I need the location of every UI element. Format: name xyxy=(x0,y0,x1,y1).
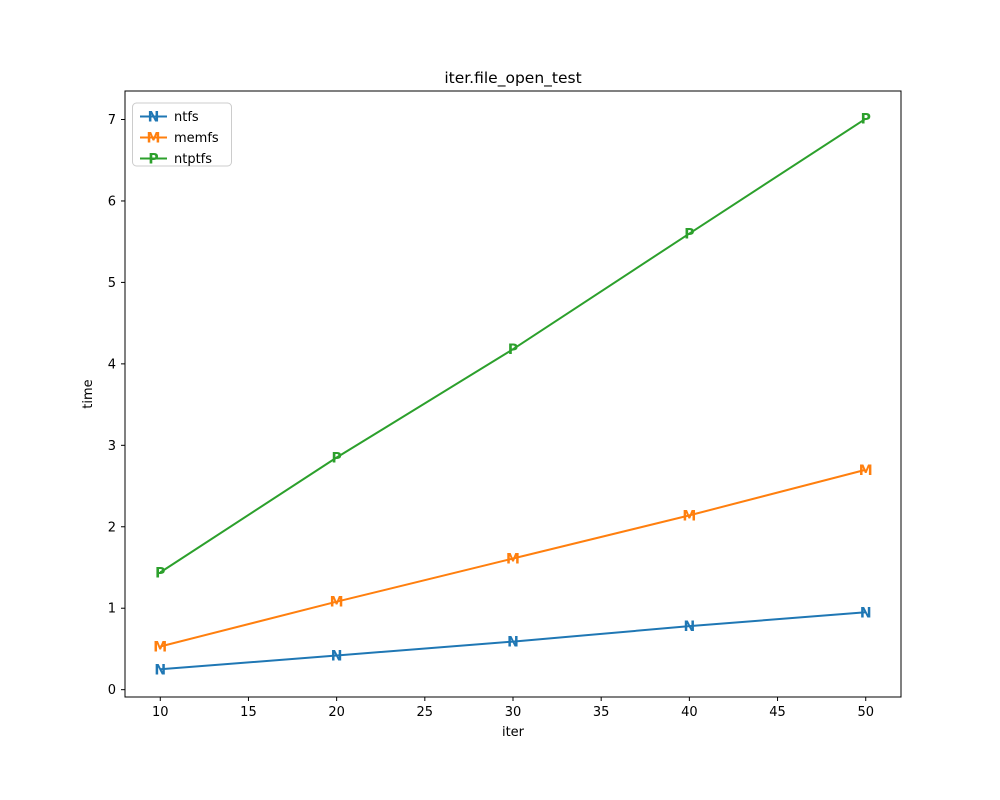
y-tick-label: 0 xyxy=(108,683,116,698)
series-line-memfs xyxy=(160,468,866,648)
axes-spines xyxy=(124,90,902,698)
series-marker-ntptfs: P xyxy=(332,451,342,467)
x-tick-label: 45 xyxy=(769,705,786,720)
y-tick-label: 3 xyxy=(108,439,116,454)
y-axis-label: time xyxy=(81,379,96,408)
chart-title: iter.file_open_test xyxy=(444,69,581,88)
y-tick-label: 6 xyxy=(108,194,116,209)
series-marker-memfs: M xyxy=(506,552,520,568)
series-marker-ntfs: N xyxy=(507,635,519,651)
series-marker-ntfs: N xyxy=(684,619,696,635)
legend-box xyxy=(132,102,232,167)
series-marker-ntptfs: P xyxy=(155,565,165,581)
y-tick-label: 2 xyxy=(108,520,116,535)
series-marker-memfs: M xyxy=(153,640,167,656)
x-tick-label: 10 xyxy=(152,705,169,720)
x-axis-label: iter xyxy=(502,725,525,740)
x-tick-label: 40 xyxy=(681,705,698,720)
series-marker-ntfs: N xyxy=(154,662,166,678)
y-tick-label: 5 xyxy=(108,276,116,291)
y-tick-label: 4 xyxy=(108,357,116,372)
y-tick-label: 7 xyxy=(108,113,116,128)
series-marker-ntptfs: P xyxy=(861,112,871,128)
x-tick-label: 35 xyxy=(593,705,610,720)
series-marker-ntfs: N xyxy=(331,648,343,664)
legend-marker-ntfs: N xyxy=(148,110,160,126)
x-tick-label: 20 xyxy=(328,705,345,720)
x-tick-label: 25 xyxy=(417,705,434,720)
series-marker-memfs: M xyxy=(859,463,873,479)
y-tick-label: 1 xyxy=(108,602,116,617)
series-marker-ntptfs: P xyxy=(508,342,518,358)
legend-label-memfs: memfs xyxy=(174,131,219,146)
series-marker-memfs: M xyxy=(330,595,344,611)
series-marker-ntfs: N xyxy=(860,605,872,621)
legend-label-ntfs: ntfs xyxy=(174,110,199,125)
x-tick-label: 30 xyxy=(505,705,522,720)
x-tick-label: 15 xyxy=(240,705,257,720)
series-marker-ntptfs: P xyxy=(684,227,694,243)
series-line-ntptfs xyxy=(159,117,867,574)
legend-marker-memfs: M xyxy=(147,131,161,147)
legend-label-ntptfs: ntptfs xyxy=(174,152,212,167)
x-tick-label: 50 xyxy=(857,705,874,720)
series-line-ntfs xyxy=(160,611,866,671)
plot-area: 10 15 20 25 30 35 40 45 5001234567NNNNNMMMMMPPPP… xyxy=(108,90,902,720)
legend-marker-ntptfs: P xyxy=(148,152,158,168)
series-marker-memfs: M xyxy=(682,508,696,524)
